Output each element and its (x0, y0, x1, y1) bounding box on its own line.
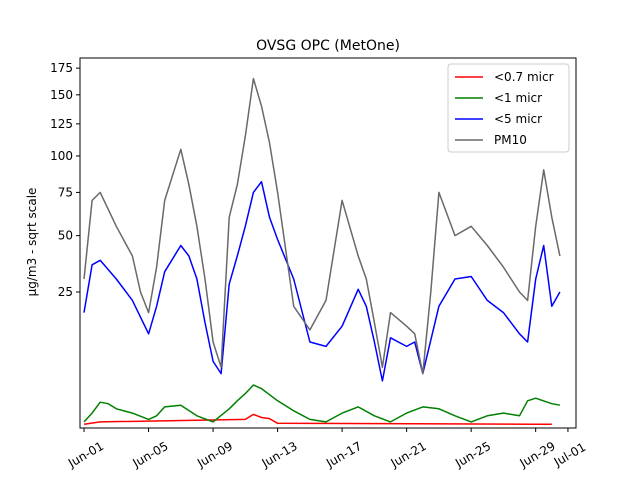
series-line-1 (83, 384, 561, 423)
legend-label: <0.7 micr (494, 70, 554, 84)
y-tick-label: 125 (50, 117, 73, 131)
series-layer (83, 77, 561, 425)
legend-label: <5 micr (494, 112, 542, 126)
y-tick-label: 100 (50, 149, 73, 163)
y-tick-label: 175 (50, 61, 73, 75)
y-tick-label: 75 (58, 185, 73, 199)
y-tick-label: 150 (50, 88, 73, 102)
series-line-0 (83, 413, 552, 425)
y-tick-label: 50 (58, 229, 73, 243)
y-axis-label: µg/m3 - sqrt scale (25, 188, 39, 297)
legend-box (447, 63, 570, 153)
series-line-2 (83, 180, 561, 382)
chart-title: OVSG OPC (MetOne) (256, 38, 400, 54)
legend: <0.7 micr <1 micr <5 micr PM10 (447, 63, 570, 153)
legend-label: <1 micr (494, 91, 542, 105)
series-line-3 (83, 77, 561, 375)
y-tick-label: 25 (58, 285, 73, 299)
plot-frame (79, 57, 577, 429)
legend-label: PM10 (494, 133, 527, 147)
